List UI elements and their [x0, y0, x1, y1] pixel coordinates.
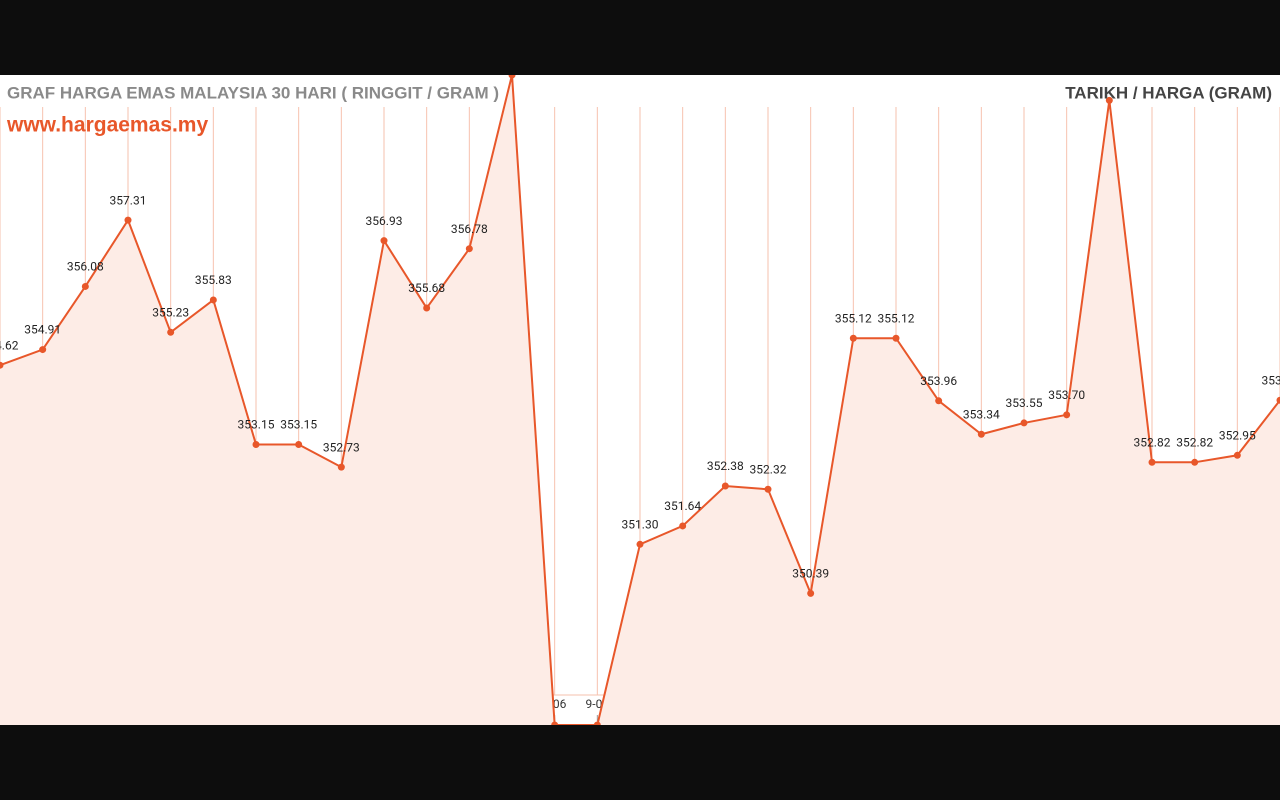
value-label: 352.73: [323, 440, 360, 454]
value-label: 354.91: [24, 323, 61, 337]
point: [252, 441, 260, 449]
point: [39, 346, 47, 354]
point: [977, 430, 985, 438]
value-label: 353.55: [1006, 396, 1043, 410]
site-url: www.hargaemas.my: [6, 114, 208, 137]
value-label: 351.64: [664, 499, 701, 513]
value-label: 352.38: [707, 459, 744, 473]
value-label: 352.82: [1176, 435, 1213, 449]
value-label: 353.34: [963, 407, 1000, 421]
point: [1020, 419, 1028, 427]
point: [423, 304, 431, 312]
value-label: 356.08: [67, 260, 104, 274]
point: [935, 397, 943, 405]
value-label: 356.78: [451, 222, 488, 236]
value-label: 353.15: [280, 418, 317, 432]
point: [1233, 451, 1241, 459]
legend-title: TARIKH / HARGA (GRAM): [1065, 83, 1272, 102]
value-label: 357.31: [110, 193, 147, 207]
point: [167, 328, 175, 336]
value-label: 352.32: [750, 462, 787, 476]
value-label: 355.12: [878, 311, 915, 325]
point: [807, 589, 815, 597]
point: [849, 334, 857, 342]
point: [679, 522, 687, 530]
point: [1063, 411, 1071, 419]
value-label: 356.93: [366, 214, 403, 228]
point: [1191, 458, 1199, 466]
point: [593, 721, 601, 725]
point: [1148, 458, 1156, 466]
point: [508, 75, 516, 79]
value-label: 353.70: [1048, 388, 1085, 402]
plot: 354.62 354.91 356.08 357.31 355.23 355.83 353.…: [0, 75, 1280, 725]
point: [892, 334, 900, 342]
value-label: 350.39: [792, 567, 829, 581]
chart: 27-0528-0529-0530-0531-051-062-063-064-0…: [0, 75, 1280, 725]
value-label: 355.12: [835, 311, 872, 325]
point: [209, 296, 217, 304]
point: [551, 721, 559, 725]
point: [81, 282, 89, 290]
point: [721, 482, 729, 490]
value-label: 355.68: [408, 281, 445, 295]
value-label: 353.97: [1262, 373, 1280, 387]
value-label: 355.83: [195, 273, 232, 287]
value-label: 352.95: [1219, 428, 1256, 442]
point: [0, 361, 4, 369]
point: [764, 485, 772, 493]
point: [636, 540, 644, 548]
value-label: 351.30: [622, 517, 659, 531]
area: [0, 75, 1280, 725]
value-label: 352.82: [1134, 435, 1171, 449]
chart-title: GRAF HARGA EMAS MALAYSIA 30 HARI ( RINGG…: [7, 83, 499, 102]
point: [380, 237, 388, 245]
point: [1105, 96, 1113, 104]
point: [124, 216, 132, 224]
point: [1276, 396, 1280, 404]
value-label: 354.62: [0, 338, 19, 352]
value-label: 353.96: [920, 374, 957, 388]
point: [295, 441, 303, 449]
value-label: 355.23: [152, 305, 189, 319]
value-label: 353.15: [238, 418, 275, 432]
point: [337, 463, 345, 471]
point: [465, 245, 473, 253]
